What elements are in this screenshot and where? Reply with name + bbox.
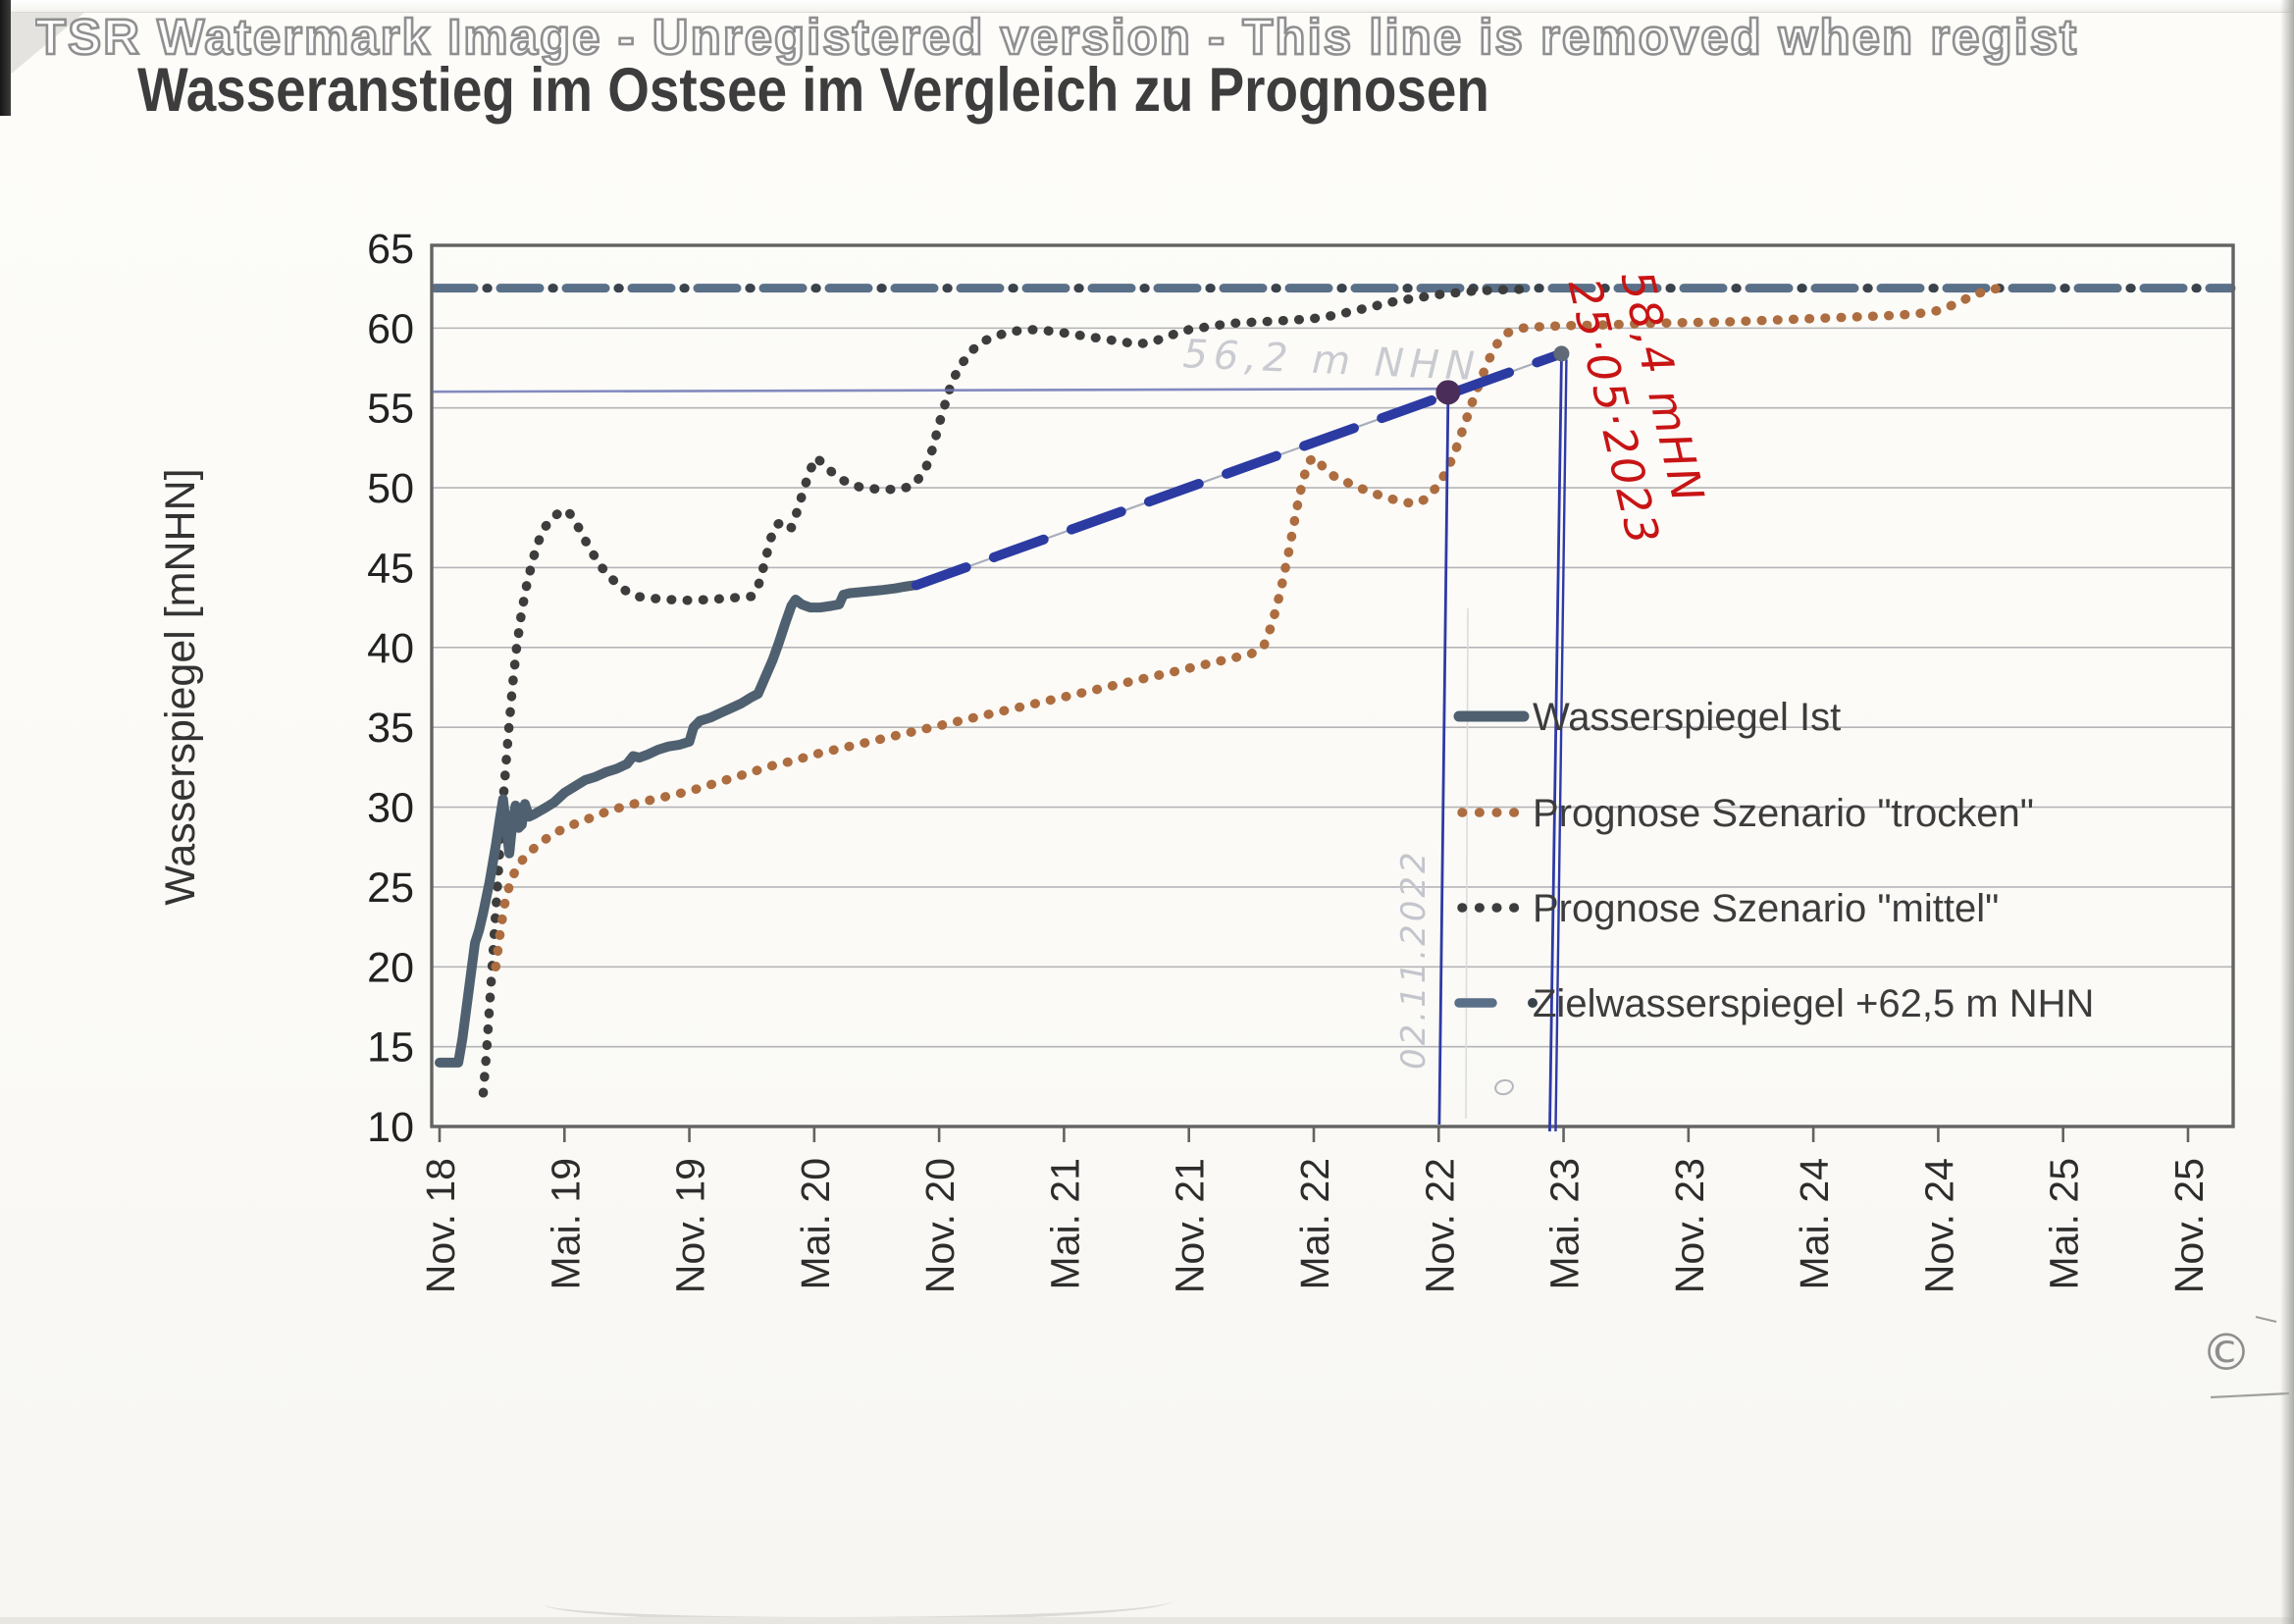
legend-label-mittel: Prognose Szenario "mittel" xyxy=(1533,887,1999,930)
scan-top-edge xyxy=(0,0,2294,13)
y-tick-label: 40 xyxy=(367,625,414,672)
pen-vertical-line-mai23 xyxy=(1548,357,1563,1132)
pen-horizontal-line xyxy=(432,387,1447,393)
y-tick-label: 15 xyxy=(367,1024,414,1072)
pen-vertical-line-nov22 xyxy=(1437,395,1450,1126)
stray-pen-mark xyxy=(2255,1316,2277,1323)
legend-swatch-dash-dot xyxy=(1528,998,1538,1008)
y-tick-label: 20 xyxy=(367,944,414,991)
series-prognose-trocken xyxy=(491,283,2006,972)
scan-right-edge xyxy=(2280,0,2294,1624)
page-corner-fold xyxy=(8,6,92,77)
pencil-circle-mark xyxy=(1494,1078,1514,1096)
watermark-text: TSR Watermark Image - Unregistered versi… xyxy=(35,8,2079,66)
y-tick-label: 25 xyxy=(367,864,414,912)
series-wasserspiegel-ist xyxy=(435,580,919,1068)
y-tick-label: 10 xyxy=(367,1104,414,1151)
y-tick-label: 30 xyxy=(367,785,414,832)
plot-frame xyxy=(430,243,2235,1128)
x-tick-label: Mai. 19 xyxy=(543,1158,588,1289)
x-tick-label: Nov. 24 xyxy=(1916,1158,1961,1293)
series-prognose-mittel xyxy=(478,284,1538,1098)
scan-bottom-edge xyxy=(0,1617,2294,1624)
pencil-stray-line xyxy=(1465,607,1469,1120)
legend-label-trocken: Prognose Szenario "trocken" xyxy=(1533,792,2034,835)
x-tick-label: Mai. 25 xyxy=(2042,1158,2087,1289)
legend-label-ziel: Zielwasserspiegel +62,5 m NHN xyxy=(1533,982,2094,1025)
x-tick-label: Mai. 21 xyxy=(1042,1158,1087,1289)
legend-label-ist: Wasserspiegel Ist xyxy=(1533,696,1841,739)
y-tick-label: 55 xyxy=(367,386,414,433)
copyright-underline xyxy=(2210,1391,2290,1399)
x-tick-label: Nov. 25 xyxy=(2166,1158,2212,1293)
y-tick-label: 45 xyxy=(367,545,414,592)
pen-endpoint-marker xyxy=(1553,345,1570,362)
pen-extrapolation-dashed-line xyxy=(911,348,1567,591)
scan-left-edge xyxy=(0,0,11,116)
x-tick-label: Nov. 20 xyxy=(917,1158,963,1293)
pencil-level-note: 56,2 m NHN xyxy=(1182,332,1482,390)
y-axis-title: Wasserspiegel [mNHN] xyxy=(157,468,204,905)
y-tick-label: 60 xyxy=(367,305,414,352)
legend: Wasserspiegel Ist Prognose Szenario "tro… xyxy=(1533,696,2094,1025)
page-title: Wasseranstieg im Ostsee im Vergleich zu … xyxy=(137,56,1489,125)
pen-vertical-line-mai23-second xyxy=(1554,359,1568,1132)
x-tick-label: Nov. 23 xyxy=(1667,1158,1712,1293)
x-tick-label: Nov. 19 xyxy=(668,1158,713,1293)
red-handwritten-note: 58,4 mHN 25·05·2023 xyxy=(1558,266,1715,551)
x-tick-label: Mai. 23 xyxy=(1542,1158,1588,1289)
x-tick-label: Mai. 22 xyxy=(1292,1158,1337,1289)
pencil-date-note: 02.11.2022 xyxy=(1394,849,1434,1070)
pen-intersection-dot xyxy=(1435,380,1461,405)
y-tick-label: 65 xyxy=(367,226,414,273)
y-tick-label: 35 xyxy=(367,705,414,752)
x-tick-label: Nov. 18 xyxy=(418,1158,463,1293)
x-tick-label: Mai. 24 xyxy=(1792,1158,1837,1289)
x-tick-label: Nov. 22 xyxy=(1417,1158,1462,1293)
y-tick-label: 50 xyxy=(367,465,414,512)
x-tick-label: Mai. 20 xyxy=(793,1158,838,1289)
x-tick-label: Nov. 21 xyxy=(1168,1158,1213,1293)
copyright-mark: © xyxy=(2201,1324,2252,1383)
